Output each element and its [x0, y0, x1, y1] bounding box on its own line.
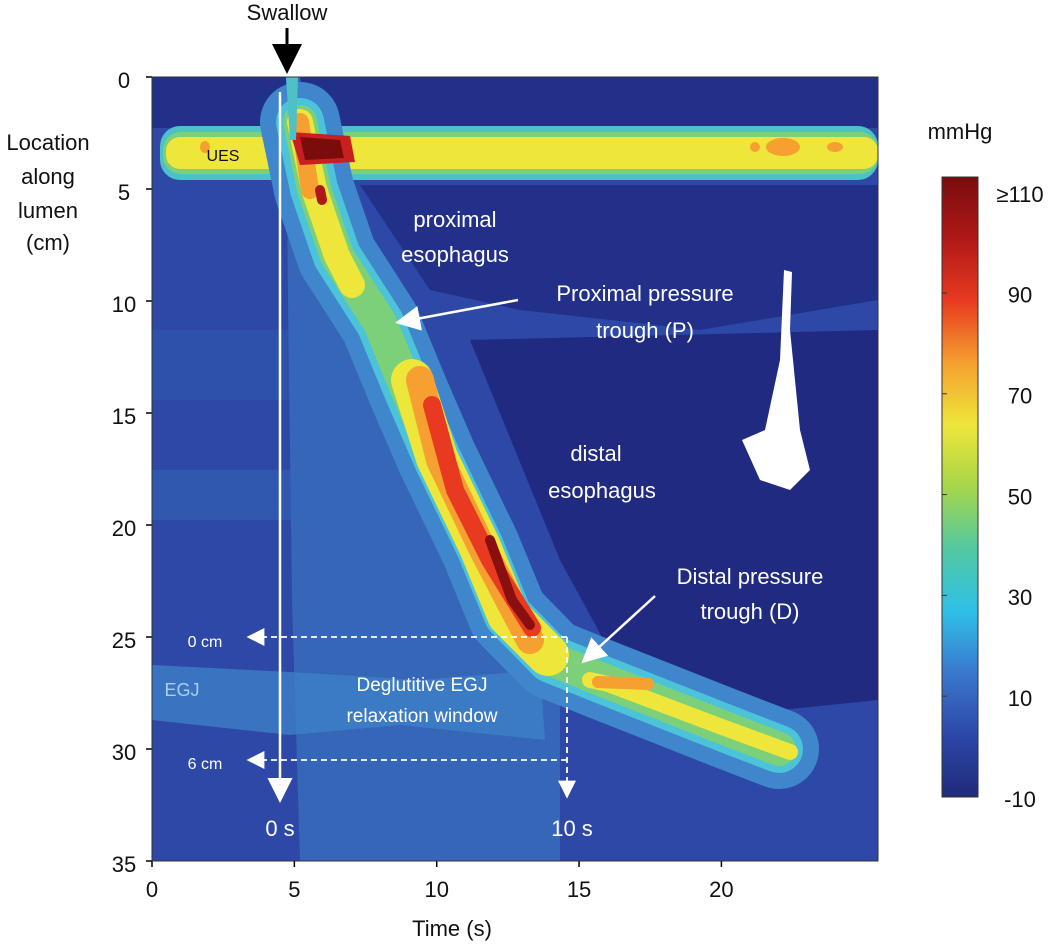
- window-label: Deglutitive EGJ: [357, 675, 488, 696]
- x-tick-label: 0: [146, 877, 158, 902]
- swallow-label: Swallow: [247, 0, 328, 25]
- y-tick-label: 30: [112, 740, 136, 765]
- colorbar-tick-label: ≥110: [996, 182, 1043, 207]
- y-tick-label: 5: [118, 180, 130, 205]
- annotations: Swallow UES proximal esophagus Proximal …: [6, 0, 992, 941]
- x-tick-label: 15: [567, 877, 591, 902]
- y-tick-label: 25: [112, 628, 136, 653]
- y-tick-label: 20: [112, 516, 136, 541]
- colorbar-tick-label: 50: [1008, 484, 1032, 509]
- distal-label: distal: [570, 441, 621, 466]
- x-axis-label: Time (s): [412, 916, 492, 941]
- y-axis-label: along: [21, 164, 75, 189]
- y-axis-label: lumen: [18, 198, 78, 223]
- y-tick-label: 10: [112, 292, 136, 317]
- distal-label: esophagus: [548, 478, 656, 503]
- ten-s-label: 10 s: [551, 816, 593, 841]
- y-tick-label: 15: [112, 404, 136, 429]
- contour-field: [152, 77, 878, 861]
- y-axis-label: (cm): [26, 230, 70, 255]
- y-axis-label: Location: [6, 130, 89, 155]
- proximal-label: esophagus: [401, 242, 509, 267]
- six-cm-label: 6 cm: [188, 756, 223, 773]
- y-tick-label: 35: [112, 852, 136, 877]
- proximal-trough-label: Proximal pressure: [556, 281, 733, 306]
- x-tick-label: 10: [424, 877, 448, 902]
- ues-label: UES: [207, 148, 240, 165]
- colorbar-tick-label: 70: [1008, 384, 1032, 409]
- colorbar-tick-label: 10: [1008, 686, 1032, 711]
- proximal-trough-label: trough (P): [596, 318, 694, 343]
- window-label: relaxation window: [346, 706, 497, 727]
- y-tick-label: 0: [118, 68, 130, 93]
- egj-label: EGJ: [164, 680, 199, 700]
- colorbar-tick-label: 90: [1008, 283, 1032, 308]
- colorbar-tick-label: -10: [1004, 787, 1036, 812]
- colorbar-tick-label: 30: [1008, 585, 1032, 610]
- trough-arrow: [581, 595, 656, 664]
- x-tick-label: 5: [288, 877, 300, 902]
- proximal-label: proximal: [413, 207, 496, 232]
- zero-cm-label: 0 cm: [188, 634, 223, 651]
- plot-frame: [151, 76, 879, 862]
- zero-s-label: 0 s: [265, 816, 294, 841]
- colorbar-label: mmHg: [928, 119, 993, 144]
- distal-trough-label: trough (D): [700, 599, 799, 624]
- x-tick-label: 20: [709, 877, 733, 902]
- trough-arrow: [395, 298, 519, 331]
- colorbar: [941, 176, 979, 798]
- distal-trough-label: Distal pressure: [677, 564, 824, 589]
